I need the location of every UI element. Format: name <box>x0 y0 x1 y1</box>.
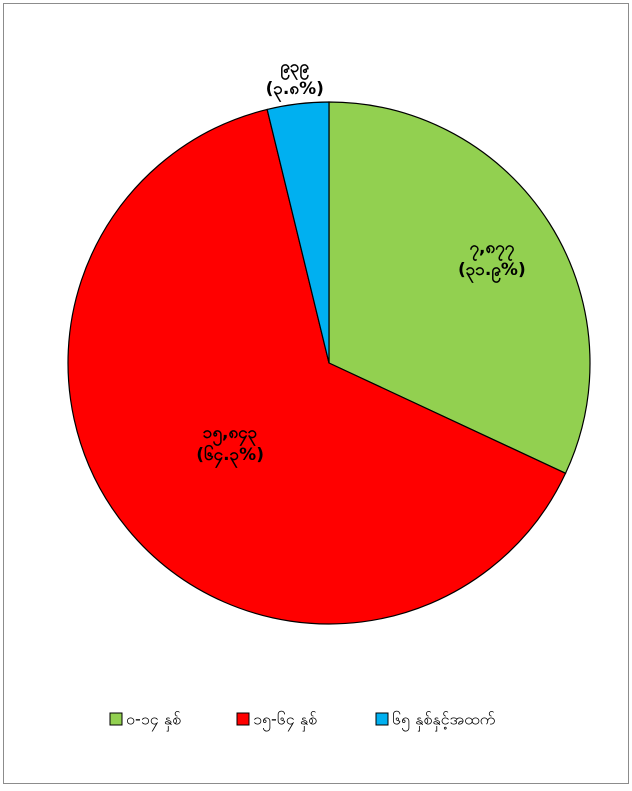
legend-swatch <box>375 712 389 726</box>
legend-swatch <box>109 712 123 726</box>
legend-swatch <box>236 712 250 726</box>
legend-label: ၆၅ နှစ်နှင့်အထက် <box>392 710 496 732</box>
percent-label: (၃၁.၉%) <box>458 260 526 284</box>
pie-slice <box>67 108 567 625</box>
legend-label: ၀-၁၄ နှစ် <box>126 710 181 732</box>
value-label: ၉၃၉ <box>280 57 309 81</box>
pie-slice <box>266 101 330 364</box>
value-label: ၁၅,၈၄၃ <box>203 423 258 447</box>
percent-label: (၃.၈%) <box>266 79 324 103</box>
value-label: ၇,၈၇၇ <box>469 238 514 262</box>
percent-label: (၆၄.၃%) <box>196 443 264 469</box>
legend-label: ၁၅-၆၄ နှစ် <box>253 710 317 732</box>
pie-slice <box>328 101 591 475</box>
